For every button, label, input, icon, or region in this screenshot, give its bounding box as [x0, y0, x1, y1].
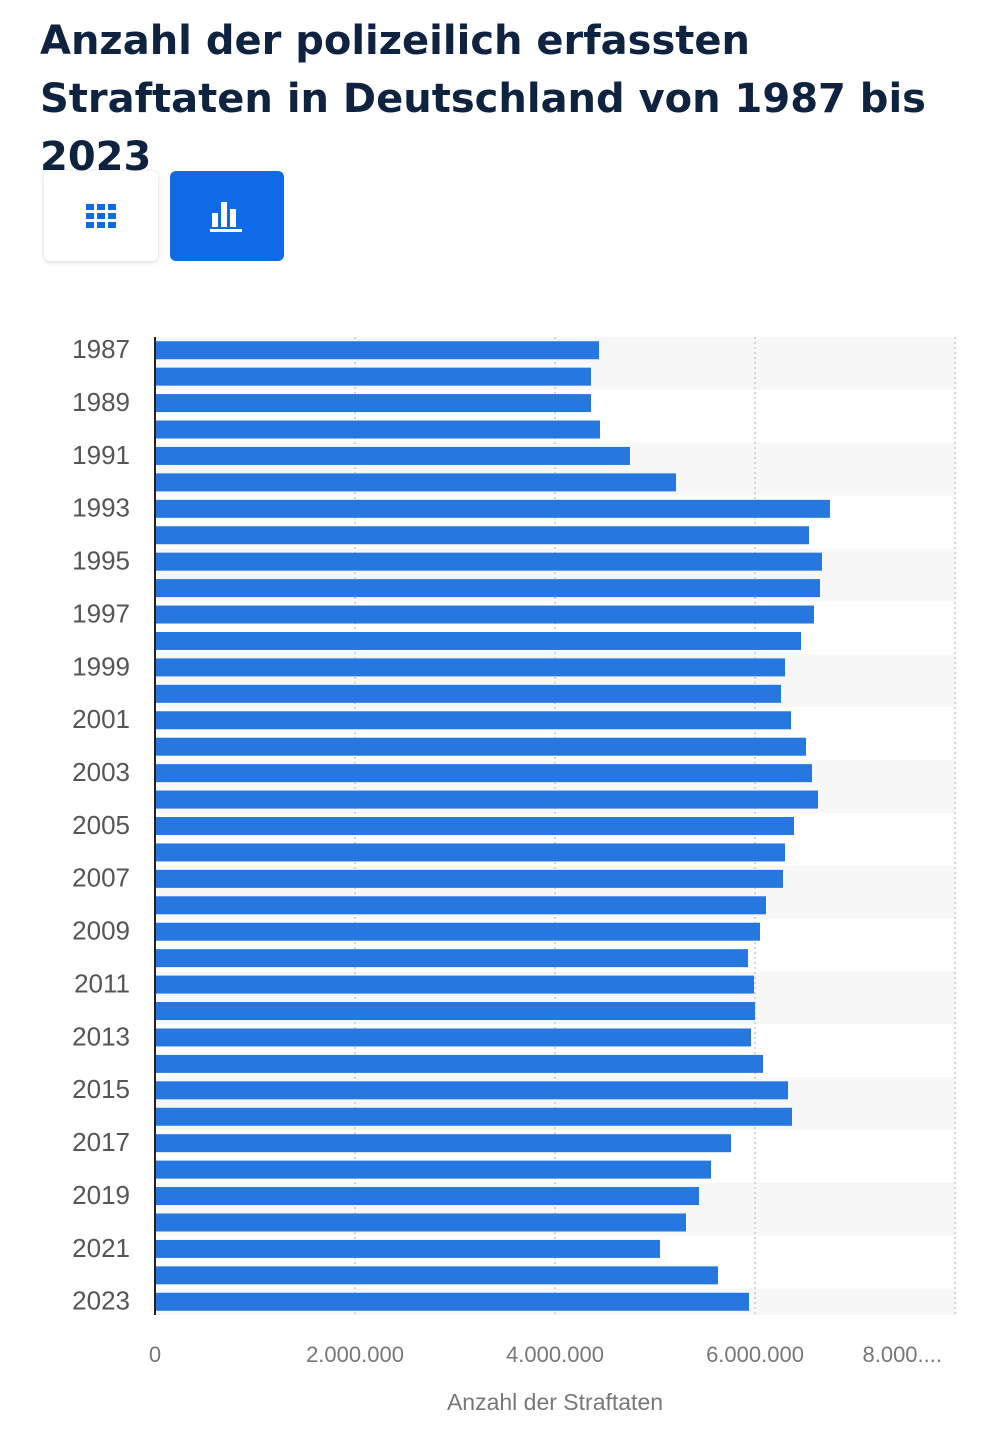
- x-axis-label: Anzahl der Straftaten: [447, 1389, 663, 1415]
- bar: [155, 473, 676, 492]
- y-tick-label: 1989: [72, 387, 130, 417]
- bar: [155, 394, 591, 413]
- bar: [155, 446, 630, 465]
- y-tick-label: 2001: [72, 704, 130, 734]
- bar: [155, 499, 830, 518]
- y-tick-label: 2017: [72, 1127, 130, 1157]
- y-tick-label: 2005: [72, 810, 130, 840]
- bar: [155, 1239, 660, 1258]
- bar: [155, 737, 806, 756]
- bar: [155, 552, 822, 571]
- bar: [155, 869, 783, 888]
- y-tick-label: 2011: [74, 968, 130, 998]
- y-tick-label: 1995: [72, 546, 130, 576]
- bar: [155, 658, 785, 677]
- bar: [155, 367, 591, 386]
- bar: [155, 579, 820, 598]
- y-tick-label: 2021: [72, 1233, 130, 1263]
- y-tick-label: 2003: [72, 757, 130, 787]
- chart-icon: [210, 202, 242, 232]
- bar: [155, 1292, 749, 1311]
- bar: [155, 711, 791, 730]
- y-tick-label: 1999: [72, 651, 130, 681]
- chart-view-button[interactable]: [170, 171, 284, 261]
- x-tick-label: 2.000.000: [306, 1342, 404, 1367]
- bar: [155, 1107, 792, 1126]
- bar: [155, 922, 760, 941]
- y-tick-label: 2015: [72, 1074, 130, 1104]
- x-tick-label: 8.000....: [862, 1342, 942, 1367]
- bar: [155, 896, 766, 915]
- bar: [155, 1002, 755, 1021]
- y-tick-label: 1997: [72, 598, 130, 628]
- bar: [155, 764, 812, 783]
- x-tick-label: 0: [149, 1342, 161, 1367]
- bar: [155, 420, 600, 439]
- y-tick-label: 2013: [72, 1021, 130, 1051]
- bar: [155, 949, 748, 968]
- bar: [155, 631, 801, 650]
- y-tick-label: 2019: [72, 1180, 130, 1210]
- bar: [155, 1187, 699, 1206]
- bar: [155, 1054, 763, 1073]
- y-tick-label: 2009: [72, 916, 130, 946]
- y-tick-label: 2023: [72, 1286, 130, 1316]
- bar: [155, 1213, 686, 1232]
- chart-title: Anzahl der polizeilich erfassten Strafta…: [40, 18, 926, 180]
- bar: [155, 1160, 711, 1179]
- table-view-button[interactable]: [44, 171, 158, 261]
- bar: [155, 817, 794, 835]
- bar: [155, 1028, 751, 1047]
- x-tick-label: 6.000.000: [706, 1342, 804, 1367]
- bar: [155, 1134, 731, 1153]
- table-icon: [86, 204, 116, 228]
- y-tick-label: 2007: [72, 863, 130, 893]
- bar: [155, 341, 599, 360]
- bar: [155, 1266, 718, 1285]
- y-tick-label: 1991: [72, 440, 130, 470]
- y-tick-label: 1987: [72, 334, 130, 364]
- bar: [155, 605, 814, 624]
- bar: [155, 1081, 788, 1100]
- bar: [155, 975, 754, 994]
- bar: [155, 790, 818, 809]
- bar: [155, 526, 809, 545]
- y-tick-label: 1993: [72, 493, 130, 523]
- bar: [155, 843, 785, 862]
- x-tick-label: 4.000.000: [506, 1342, 604, 1367]
- bar: [155, 684, 781, 703]
